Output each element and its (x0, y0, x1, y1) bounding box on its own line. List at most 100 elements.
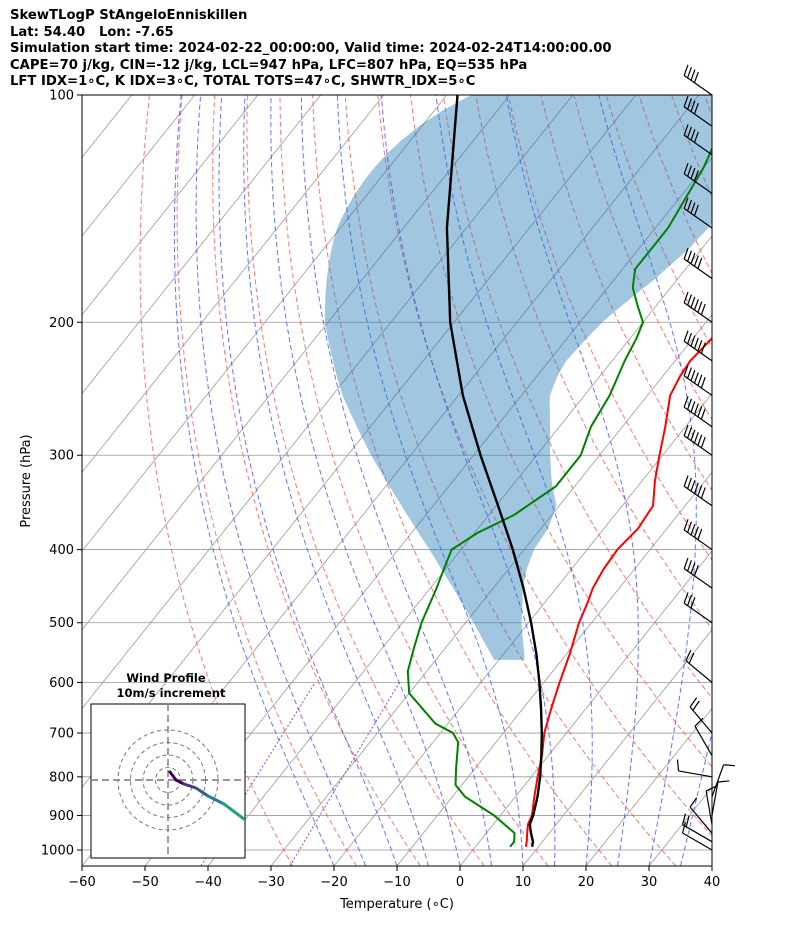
dry-adiabat (246, 95, 485, 866)
time-line: Simulation start time: 2024-02-22_00:00:… (10, 41, 612, 57)
dry-adiabat (703, 95, 712, 117)
x-axis-title: Temperature (∘C) (339, 897, 454, 912)
chart-title: SkewTLogP StAngeloEnniskillen (10, 8, 248, 23)
x-tick-label: −10 (383, 875, 410, 890)
x-tick-label: 20 (578, 875, 595, 890)
index-line: LFT IDX=1∘C, K IDX=3∘C, TOTAL TOTS=47∘C,… (10, 74, 476, 90)
y-tick-label: 1000 (41, 844, 74, 859)
moist-adiabat (598, 95, 697, 866)
moist-adiabat (218, 95, 398, 866)
isotherm (82, 95, 259, 316)
wind-barb (711, 764, 736, 797)
y-tick-label: 200 (49, 316, 74, 331)
x-tick-label: −30 (257, 875, 284, 890)
moist-adiabat (243, 95, 429, 866)
profile-lines (324, 95, 712, 848)
chart-header: SkewTLogP StAngeloEnniskillen Lat: 54.40… (10, 8, 790, 91)
hodograph-content (91, 704, 292, 858)
hodograph-title: Wind Profile (126, 671, 206, 685)
wind-barb (683, 424, 713, 456)
moist-adiabat (173, 95, 335, 866)
hodograph-subtitle: 10m/s increment (117, 686, 226, 700)
parcel-line (445, 95, 543, 847)
x-tick-label: −20 (320, 875, 347, 890)
wind-barb (689, 797, 713, 834)
y-axis-title: Pressure (hPa) (19, 434, 34, 527)
hodograph-segment (222, 802, 242, 818)
moist-adiabat (270, 95, 461, 866)
x-tick-label: −40 (194, 875, 221, 890)
wind-barb (711, 780, 730, 816)
isotherm (396, 471, 712, 866)
hodograph-segment (182, 782, 198, 790)
hodograph-segment (256, 828, 272, 840)
hodograph: Wind Profile 10m/s increment (90, 671, 292, 859)
x-tick-label: 30 (641, 875, 658, 890)
hodograph-segment (238, 814, 245, 822)
isotherm (144, 156, 712, 866)
dry-adiabat (212, 95, 421, 866)
wind-barb (683, 197, 713, 229)
isotherm (82, 95, 322, 395)
hodograph-segment (284, 848, 292, 856)
dewpoint-line (406, 146, 712, 848)
wind-barb (683, 291, 713, 323)
x-tick-label: −60 (68, 875, 95, 890)
wind-barb (683, 475, 713, 507)
isotherm (711, 865, 712, 866)
y-tick-label: 100 (49, 89, 74, 104)
isotherm (82, 95, 196, 237)
wind-barb (681, 821, 713, 851)
wind-barb (685, 650, 713, 683)
cape-area (324, 95, 712, 660)
y-tick-label: 400 (49, 543, 74, 558)
wind-barb (683, 248, 713, 279)
temperature-line (524, 336, 712, 847)
isotherm (585, 707, 712, 866)
moist-adiabat (380, 95, 556, 866)
isotherm (0, 95, 69, 866)
wind-barb (683, 330, 713, 362)
dry-adiabat (540, 95, 712, 492)
location-line: Lat: 54.40 Lon: -7.65 (10, 24, 174, 40)
wind-barb (683, 592, 713, 624)
isotherm (82, 95, 448, 552)
dry-adiabat (312, 95, 613, 866)
isotherm (522, 629, 712, 866)
y-tick-label: 300 (49, 449, 74, 464)
isotherm (775, 95, 794, 866)
dry-adiabat (442, 95, 712, 699)
dry-adiabat (139, 95, 293, 866)
wind-barb (681, 813, 713, 843)
wind-barb (683, 124, 713, 156)
wind-barb (683, 396, 713, 428)
dry-adiabat (344, 95, 677, 866)
wind-barbs (676, 64, 736, 851)
y-tick-label: 600 (49, 676, 74, 691)
dry-adiabat (475, 95, 712, 630)
x-tick-label: 0 (456, 875, 464, 890)
isotherm (333, 392, 712, 866)
x-tick-label: −50 (131, 875, 158, 890)
y-tick-label: 700 (49, 727, 74, 742)
hodograph-segment (168, 770, 178, 782)
dry-adiabat (737, 95, 794, 866)
hodograph-segment (194, 786, 210, 798)
isotherm (82, 95, 574, 710)
wind-barb (705, 785, 717, 825)
wind-barb (683, 519, 713, 551)
dry-adiabat (176, 95, 357, 866)
moist-adiabat (195, 95, 366, 866)
isotherm (82, 95, 511, 631)
hodograph-segment (206, 794, 226, 806)
moist-adiabat (711, 864, 712, 866)
dry-adiabat (573, 95, 712, 421)
dry-adiabat (409, 95, 712, 768)
background-grid (0, 95, 794, 866)
isotherm (82, 95, 385, 473)
wind-barb (683, 162, 713, 194)
wind-barb (676, 759, 713, 778)
y-tick-label: 800 (49, 770, 74, 785)
dry-adiabat (377, 95, 712, 837)
